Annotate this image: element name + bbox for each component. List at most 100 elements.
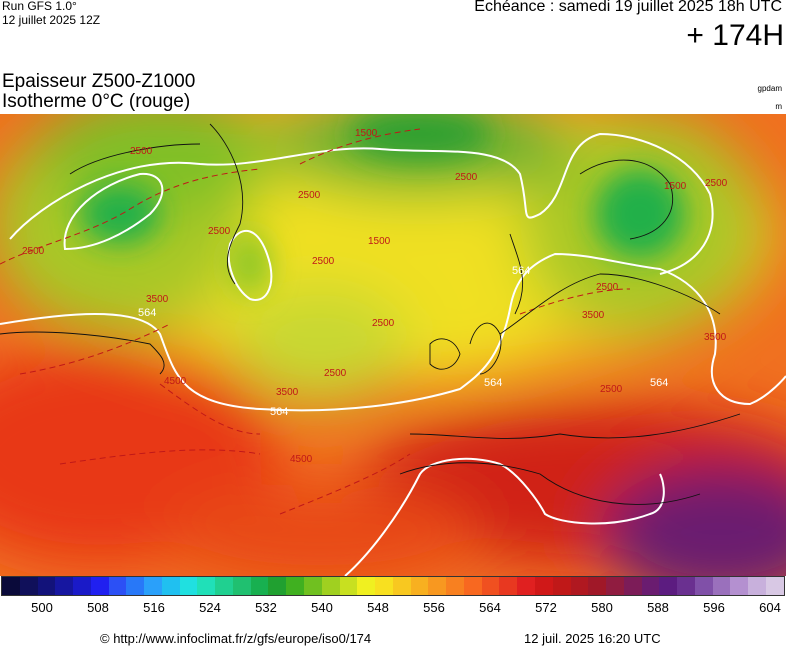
colorbar-swatch bbox=[304, 577, 322, 595]
freezing-level-contours bbox=[0, 128, 631, 515]
colorbar-swatch bbox=[410, 577, 429, 595]
colorbar-swatch bbox=[392, 577, 411, 595]
colorbar-swatch bbox=[339, 577, 358, 595]
freezing-level-label: 2500 bbox=[600, 384, 623, 395]
colorbar-swatch bbox=[765, 577, 784, 595]
colorbar-tick-label: 524 bbox=[199, 600, 221, 615]
colorbar-swatch bbox=[126, 577, 145, 595]
colorbar-swatch bbox=[286, 577, 305, 595]
colorbar-swatch bbox=[144, 577, 162, 595]
generated-timestamp: 12 juil. 2025 16:20 UTC bbox=[524, 631, 661, 646]
colorbar-swatch bbox=[463, 577, 482, 595]
freezing-level-label: 2500 bbox=[130, 146, 153, 157]
map-svg: 564 564 564 564 564 2500 1500 2500 1500 … bbox=[0, 114, 786, 576]
colorbar-tick-label: 508 bbox=[87, 600, 109, 615]
colorbar-tick-label: 604 bbox=[759, 600, 781, 615]
contour-564-africa bbox=[344, 457, 665, 576]
product-subtitle: Isotherme 0°C (rouge) bbox=[2, 91, 191, 112]
colorbar bbox=[1, 576, 785, 596]
colorbar-swatch bbox=[588, 577, 607, 595]
freezing-level-label: 3500 bbox=[704, 332, 727, 343]
colorbar-swatch bbox=[730, 577, 749, 595]
colorbar-tick-label: 564 bbox=[479, 600, 501, 615]
thickness-label: 564 bbox=[650, 377, 668, 389]
colorbar-swatch bbox=[446, 577, 464, 595]
colorbar-tick-label: 540 bbox=[311, 600, 333, 615]
colorbar-swatch bbox=[641, 577, 660, 595]
colorbar-swatch bbox=[517, 577, 535, 595]
colorbar-tick-label: 596 bbox=[703, 600, 725, 615]
freezing-level-label: 1500 bbox=[368, 236, 391, 247]
contour-564-west-low bbox=[63, 172, 164, 251]
colorbar-swatch bbox=[428, 577, 447, 595]
colorbar-swatch bbox=[321, 577, 340, 595]
colorbar-swatch bbox=[90, 577, 109, 595]
colorbar-swatch bbox=[570, 577, 589, 595]
colorbar-tick-label: 548 bbox=[367, 600, 389, 615]
weather-map[interactable]: 564 564 564 564 564 2500 1500 2500 1500 … bbox=[0, 114, 786, 576]
forecast-horizon: + 174H bbox=[686, 19, 784, 52]
colorbar-swatch bbox=[481, 577, 500, 595]
freezing-level-label: 2500 bbox=[596, 282, 619, 293]
colorbar-swatch bbox=[677, 577, 695, 595]
colorbar-swatch bbox=[375, 577, 393, 595]
unit-gpdam: gpdam bbox=[757, 84, 782, 93]
contour-labels: 564 564 564 564 564 2500 1500 2500 1500 … bbox=[22, 128, 728, 465]
freezing-level-label: 3500 bbox=[582, 310, 605, 321]
colorbar-swatch bbox=[37, 577, 56, 595]
colorbar-swatch bbox=[623, 577, 642, 595]
contour-564-greenland bbox=[227, 229, 273, 301]
thickness-label: 564 bbox=[270, 406, 288, 418]
freezing-level-label: 3500 bbox=[276, 387, 299, 398]
colorbar-swatch bbox=[161, 577, 180, 595]
colorbar-swatch bbox=[552, 577, 571, 595]
product-title: Epaisseur Z500-Z1000 bbox=[2, 71, 196, 92]
freezing-level-label: 4500 bbox=[164, 376, 187, 387]
freezing-level-label: 3500 bbox=[146, 294, 169, 305]
colorbar-swatch bbox=[19, 577, 38, 595]
freezing-level-label: 2500 bbox=[22, 246, 45, 257]
colorbar-swatch bbox=[499, 577, 518, 595]
thickness-field bbox=[0, 114, 786, 576]
contour-564-north bbox=[9, 132, 714, 275]
thickness-label: 564 bbox=[138, 307, 156, 319]
colorbar-tick-label: 572 bbox=[535, 600, 557, 615]
colorbar-tick-label: 556 bbox=[423, 600, 445, 615]
freezing-level-label: 2500 bbox=[455, 172, 478, 183]
freezing-level-label: 2500 bbox=[372, 318, 395, 329]
colorbar-swatch bbox=[108, 577, 127, 595]
thickness-contours bbox=[0, 132, 786, 576]
colorbar-labels: 500 508 516 524 532 540 548 556 564 572 580 588 596 6… bbox=[0, 600, 786, 618]
colorbar-swatch bbox=[250, 577, 269, 595]
thickness-label: 564 bbox=[484, 377, 502, 389]
freezing-level-label: 2500 bbox=[324, 368, 347, 379]
run-label: Run GFS 1.0° bbox=[2, 0, 77, 13]
coastlines bbox=[0, 123, 741, 505]
freezing-level-label: 2500 bbox=[208, 226, 231, 237]
unit-m: m bbox=[775, 102, 782, 111]
run-date: 12 juillet 2025 12Z bbox=[2, 13, 101, 27]
colorbar-tick-label: 516 bbox=[143, 600, 165, 615]
colorbar-tick-label: 532 bbox=[255, 600, 277, 615]
thickness-label: 564 bbox=[512, 265, 530, 277]
freezing-level-label: 2500 bbox=[312, 256, 335, 267]
colorbar-swatch bbox=[712, 577, 731, 595]
colorbar-swatch bbox=[694, 577, 713, 595]
freezing-level-label: 1500 bbox=[664, 181, 687, 192]
colorbar-swatch bbox=[357, 577, 376, 595]
colorbar-swatch bbox=[232, 577, 251, 595]
colorbar-tick-label: 580 bbox=[591, 600, 613, 615]
colorbar-tick-label: 588 bbox=[647, 600, 669, 615]
colorbar-swatch bbox=[659, 577, 678, 595]
freezing-level-label: 1500 bbox=[355, 128, 378, 139]
forecast-valid-time: Echéance : samedi 19 juillet 2025 18h UT… bbox=[474, 0, 782, 15]
colorbar-swatch bbox=[534, 577, 553, 595]
colorbar-swatch bbox=[179, 577, 198, 595]
freezing-level-label: 4500 bbox=[290, 454, 313, 465]
freezing-level-label: 2500 bbox=[705, 178, 728, 189]
colorbar-swatch bbox=[748, 577, 766, 595]
freezing-level-label: 2500 bbox=[298, 190, 321, 201]
colorbar-swatch bbox=[215, 577, 233, 595]
source-url[interactable]: © http://www.infoclimat.fr/z/gfs/europe/… bbox=[100, 631, 372, 646]
colorbar-swatch bbox=[73, 577, 91, 595]
